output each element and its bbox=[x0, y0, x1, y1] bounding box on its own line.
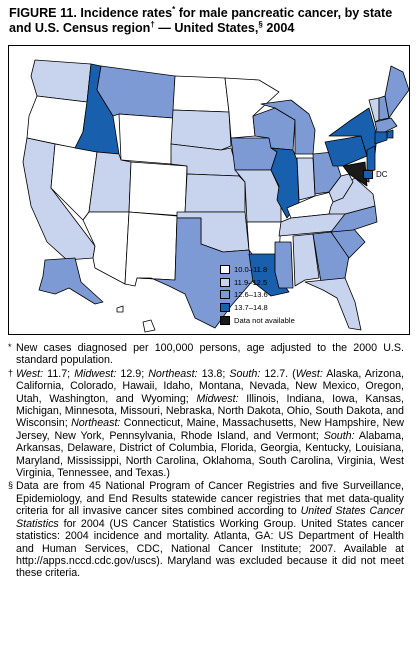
state-SD bbox=[170, 109, 232, 151]
state-MA bbox=[374, 117, 398, 133]
figure-title: FIGURE 11. Incidence rates* for male pan… bbox=[9, 4, 393, 35]
legend-item: Data not available bbox=[220, 314, 295, 327]
state-HI-big-island bbox=[142, 319, 156, 333]
legend-swatch bbox=[220, 303, 230, 313]
dc-swatch bbox=[363, 170, 373, 179]
legend-label: Data not available bbox=[234, 316, 295, 326]
state-ME bbox=[384, 65, 409, 119]
footnotes: * New cases diagnosed per 100,000 persons… bbox=[8, 342, 404, 581]
legend-item: 11.9–12.5 bbox=[220, 276, 295, 289]
state-WY bbox=[118, 113, 174, 165]
legend-swatch bbox=[220, 316, 230, 326]
state-IL bbox=[270, 147, 300, 219]
state-WA bbox=[30, 59, 92, 103]
state-HI bbox=[116, 305, 124, 313]
state-RI bbox=[386, 129, 394, 139]
map-frame bbox=[8, 45, 410, 335]
state-TX bbox=[136, 217, 256, 329]
legend-swatch bbox=[220, 290, 230, 300]
state-WV bbox=[328, 173, 354, 203]
state-CO bbox=[128, 161, 188, 217]
state-NY bbox=[328, 107, 378, 157]
state-NM bbox=[124, 211, 178, 287]
legend-label: 10.0–11.8 bbox=[234, 264, 268, 274]
legend-label: 11.9–12.5 bbox=[234, 277, 268, 287]
footnote-1: * New cases diagnosed per 100,000 persons… bbox=[8, 342, 404, 367]
dc-legend: DC bbox=[363, 170, 388, 179]
state-AK bbox=[38, 257, 104, 305]
state-MS bbox=[274, 241, 294, 289]
state-FL bbox=[304, 277, 362, 331]
map-legend: 10.0–11.8 11.9–12.5 12.6–13.6 13.7–14.8 … bbox=[220, 263, 295, 327]
legend-swatch bbox=[220, 264, 230, 274]
footnote-3: § Data are from 45 National Program of Ca… bbox=[8, 480, 404, 580]
legend-label: 13.7–14.8 bbox=[234, 303, 268, 313]
us-choropleth-map bbox=[22, 59, 409, 333]
state-ND bbox=[172, 75, 230, 113]
state-IN bbox=[296, 157, 316, 201]
legend-item: 10.0–11.8 bbox=[220, 263, 295, 276]
dc-label-text: DC bbox=[376, 170, 388, 179]
state-NJ bbox=[366, 145, 376, 173]
state-MD bbox=[342, 161, 368, 187]
legend-swatch bbox=[220, 277, 230, 287]
state-PA bbox=[324, 135, 368, 167]
footnote-2: † West: 11.7; Midwest: 12.9; Northeast: 1… bbox=[8, 367, 404, 480]
state-AL bbox=[292, 233, 320, 287]
state-KS bbox=[184, 173, 246, 213]
legend-item: 12.6–13.6 bbox=[220, 289, 295, 302]
legend-item: 13.7–14.8 bbox=[220, 301, 295, 314]
legend-label: 12.6–13.6 bbox=[234, 290, 268, 300]
state-CT bbox=[374, 131, 388, 145]
